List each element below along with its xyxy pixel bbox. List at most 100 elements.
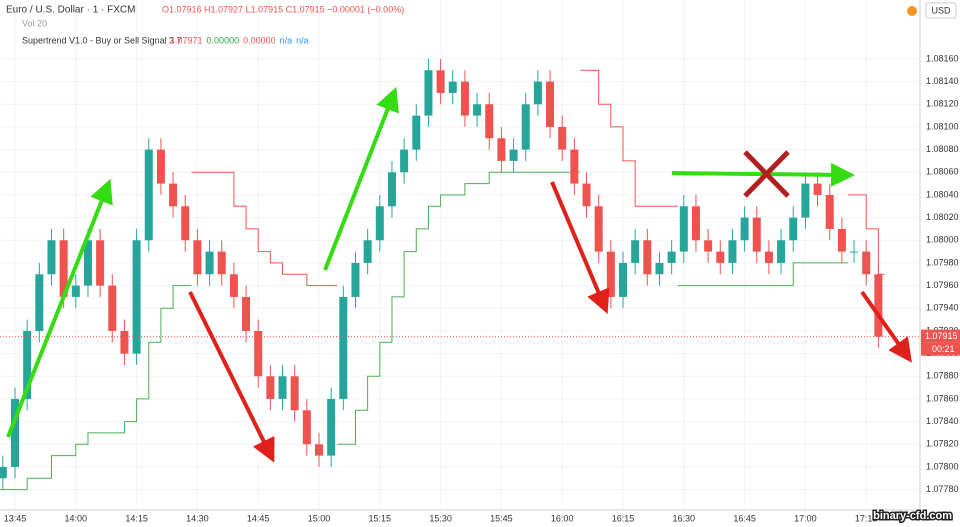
candle-body <box>619 262 627 297</box>
y-tick-label: 1.08100 <box>926 121 959 131</box>
symbol-title: Euro / U.S. Dollar · 1 · FXCM <box>6 5 135 16</box>
candle-body <box>400 149 409 173</box>
x-tick-label: 17:15 <box>855 513 878 523</box>
candle-body <box>740 217 749 241</box>
supertrend-line <box>191 171 338 287</box>
indicator-value: n/a <box>296 35 309 45</box>
candle-body <box>582 183 591 207</box>
price-axis <box>920 0 960 527</box>
countdown-tag <box>921 342 960 356</box>
candle-body <box>436 70 445 93</box>
candle-body <box>193 240 202 275</box>
currency-box[interactable] <box>925 2 957 19</box>
candle-body <box>242 296 251 331</box>
cross <box>743 150 790 198</box>
candle-body <box>327 398 336 456</box>
candle-body <box>558 126 567 150</box>
y-tick-label: 1.07880 <box>926 371 959 381</box>
candle-body <box>837 228 846 252</box>
candle-body <box>631 240 640 263</box>
candle-body <box>533 81 542 105</box>
x-tick-label: 17:00 <box>794 513 817 523</box>
candle-body <box>691 206 700 241</box>
candle-body <box>546 81 555 127</box>
arrow <box>550 181 610 315</box>
candle-body <box>862 251 871 275</box>
candle-body <box>801 183 810 218</box>
candle-body <box>728 240 737 263</box>
x-tick-label: 13:45 <box>4 513 27 523</box>
candle-body <box>570 149 579 184</box>
y-tick-label: 1.08060 <box>926 167 959 177</box>
y-tick-label: 1.07860 <box>926 393 959 403</box>
candle-body <box>217 251 226 275</box>
candle-body <box>667 251 676 263</box>
candle-body <box>108 285 117 331</box>
x-tick-label: 14:00 <box>65 513 88 523</box>
x-tick-label: 16:00 <box>551 513 574 523</box>
y-tick-label: 1.08120 <box>926 99 959 109</box>
candle-body <box>23 330 32 399</box>
candle-body <box>825 194 834 229</box>
watermark: binary-cfd.com <box>873 510 952 522</box>
candle-body <box>205 251 214 275</box>
candle-body <box>266 376 275 399</box>
candle-body <box>606 251 615 297</box>
candle-body <box>460 81 469 116</box>
candle-body <box>485 104 494 139</box>
y-tick-label: 1.08140 <box>926 76 959 86</box>
currency: USD <box>931 5 951 15</box>
volume-label: Vol 20 <box>22 18 47 28</box>
candle-body <box>412 115 421 150</box>
price-tag-label: 1.07915 <box>925 331 958 341</box>
y-tick-label: 1.07800 <box>926 461 959 471</box>
arrow <box>188 291 275 463</box>
candle-body <box>47 240 56 275</box>
candle-body <box>181 206 190 241</box>
candle-body <box>594 206 603 252</box>
y-tick-label: 1.08080 <box>926 144 959 154</box>
candle-body <box>59 240 68 297</box>
candle-body <box>363 240 372 263</box>
candle-body <box>874 274 883 337</box>
candle-body <box>424 70 433 116</box>
y-tick-label: 1.08020 <box>926 212 959 222</box>
countdown-label: 00:21 <box>932 344 955 354</box>
y-tick-label: 1.08040 <box>926 189 959 199</box>
candle-body <box>375 206 384 241</box>
supertrend-line <box>677 262 848 287</box>
candle-body <box>339 296 348 399</box>
candle-body <box>315 444 323 456</box>
candle-body <box>132 240 141 354</box>
x-tick-label: 16:30 <box>673 513 696 523</box>
y-tick-label: 1.07960 <box>926 280 959 290</box>
candle-body <box>716 251 725 263</box>
price-tag <box>921 329 960 343</box>
y-tick-label: 1.07780 <box>926 484 959 494</box>
x-tick-label: 14:15 <box>125 513 148 523</box>
indicator-value: 0.00000 <box>243 35 276 45</box>
y-tick-label: 1.07940 <box>926 303 959 313</box>
supertrend-line <box>580 69 678 207</box>
arrow <box>671 162 855 187</box>
alert-icon[interactable] <box>907 6 917 16</box>
x-tick-label: 14:30 <box>186 513 209 523</box>
annotations <box>6 86 912 463</box>
arrow <box>6 178 113 438</box>
candle-body <box>752 217 761 252</box>
candle-body <box>144 149 153 241</box>
candle-body <box>278 376 287 399</box>
candle-body <box>96 240 105 286</box>
indicator-value: n/a <box>280 35 293 45</box>
candle-body <box>521 104 530 150</box>
candle-body <box>387 172 396 207</box>
arrow <box>323 86 399 271</box>
candle-body <box>351 262 360 297</box>
y-tick-label: 1.08000 <box>926 235 959 245</box>
candle-body <box>679 206 688 252</box>
candle-body <box>850 251 859 253</box>
supertrend-line <box>0 285 192 491</box>
indicator-value: 0.00000 <box>207 35 240 45</box>
